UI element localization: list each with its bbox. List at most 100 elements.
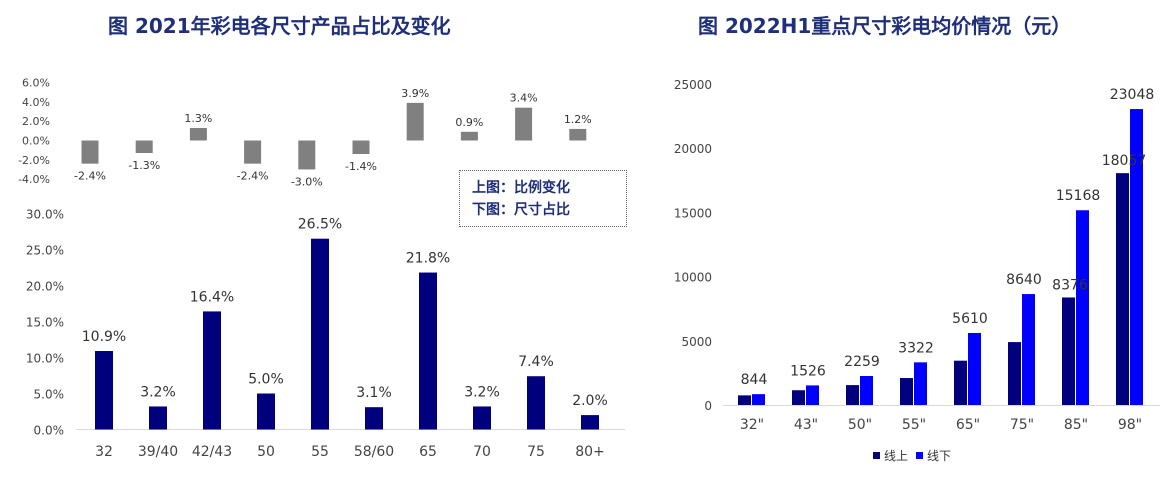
price-y-tick: 25000 [674,78,712,92]
share-bar-75 [527,376,545,430]
share-data-label: 3.2% [140,384,176,400]
legend-label-online: 线上 [884,449,909,463]
price-bar-online [1116,173,1129,405]
price-x-tick: 43" [794,417,818,433]
share-bar-65 [419,272,437,430]
price-x-tick: 65" [956,417,980,433]
share-data-label: 3.2% [464,384,500,400]
price-x-tick: 75" [1010,417,1034,433]
price-bar-offline [914,362,927,405]
legend-swatch-offline [916,452,924,459]
change-y-tick: 6.0% [22,77,50,90]
share-x-tick: 32 [95,444,113,460]
price-bar-offline [968,332,981,405]
price-bar-online [1062,297,1075,405]
price-bar-online [1008,342,1021,405]
change-y-tick: 2.0% [22,115,50,128]
change-data-label: 0.9% [455,116,483,129]
change-data-label: -2.4% [74,170,106,183]
change-y-tick: -4.0% [18,173,50,186]
change-bar-55 [298,140,316,170]
share-y-tick: 0.0% [34,424,65,438]
change-bar-65 [406,102,424,141]
right-chart-title: 图 2022H1重点尺寸彩电均价情况（元） [698,14,1072,38]
change-data-label: 3.9% [401,87,429,100]
share-bar-80+ [581,415,599,430]
share-y-tick: 5.0% [34,388,65,402]
change-bar-39/40 [135,140,153,154]
price-bar-online [792,390,805,405]
price-data-label-offline: 8640 [1006,272,1042,288]
share-data-label: 26.5% [298,217,342,233]
change-y-tick: 0.0% [22,135,50,148]
change-bar-58/60 [352,140,370,155]
share-x-tick: 75 [527,444,545,460]
change-bar-42/43 [189,127,207,141]
change-bar-75 [515,107,533,141]
price-y-tick: 20000 [674,142,712,156]
share-y-tick: 15.0% [26,316,64,330]
price-bar-offline [1130,109,1143,405]
price-data-label-offline: 5610 [952,311,988,327]
price-y-tick: 10000 [674,271,712,285]
price-data-label-offline: 2259 [844,354,880,370]
share-y-tick: 10.0% [26,352,64,366]
note-line-upper: 上图：比例变化 [472,180,570,196]
share-data-label: 21.8% [406,251,450,267]
share-x-tick: 80+ [575,444,605,460]
price-bar-online [954,360,967,405]
change-data-label: -3.0% [291,175,323,188]
share-y-tick: 25.0% [26,244,64,258]
share-bar-58/60 [365,407,383,430]
price-bar-online [846,385,859,405]
price-data-label-offline: 3322 [898,340,934,356]
share-data-label: 16.4% [190,289,234,305]
price-bar-offline [752,394,765,405]
price-data-label-offline: 23048 [1110,87,1155,103]
price-x-tick: 55" [902,417,926,433]
left-chart-title: 图 2021年彩电各尺寸产品占比及变化 [108,14,451,38]
price-y-tick: 0 [704,399,712,413]
change-data-label: 3.4% [510,92,538,105]
share-bar-32 [95,351,113,430]
share-x-tick: 50 [257,444,275,460]
price-bar-offline [806,385,819,405]
price-bar-offline [1022,294,1035,405]
price-bar-offline [1076,210,1089,405]
share-data-label: 2.0% [572,393,608,409]
change-y-tick: 4.0% [22,96,50,109]
share-bar-42/43 [203,311,221,430]
price-x-tick: 85" [1064,417,1088,433]
change-bar-50 [244,140,262,164]
note-line-lower: 下图：尺寸占比 [472,202,570,218]
price-bar-online [900,378,913,405]
change-bar-80+ [569,128,587,141]
price-data-label-offline: 844 [741,372,768,388]
change-y-tick: -2.0% [18,154,50,167]
change-data-label: 1.3% [184,112,212,125]
share-bar-55 [311,238,329,430]
share-y-tick: 30.0% [26,208,64,222]
price-legend: 线上 线下 [873,447,951,464]
price-bar-online [738,395,751,405]
share-data-label: 5.0% [248,372,284,388]
share-bar-50 [257,393,275,430]
change-data-label: 1.2% [564,113,592,126]
share-x-tick: 42/43 [192,444,232,460]
change-data-label: -1.3% [128,159,160,172]
change-bar-32 [81,140,99,164]
share-data-label: 10.9% [82,329,126,345]
price-data-label-offline: 15168 [1056,188,1101,204]
share-y-tick: 20.0% [26,280,64,294]
share-x-tick: 58/60 [354,444,394,460]
price-x-tick: 50" [848,417,872,433]
price-x-tick: 32" [740,417,764,433]
legend-swatch-online [873,452,880,459]
share-x-tick: 65 [419,444,437,460]
share-bar-70 [473,406,491,430]
price-y-tick: 5000 [681,335,712,349]
change-data-label: -2.4% [237,170,269,183]
price-x-tick: 98" [1118,417,1142,433]
share-x-tick: 70 [473,444,491,460]
